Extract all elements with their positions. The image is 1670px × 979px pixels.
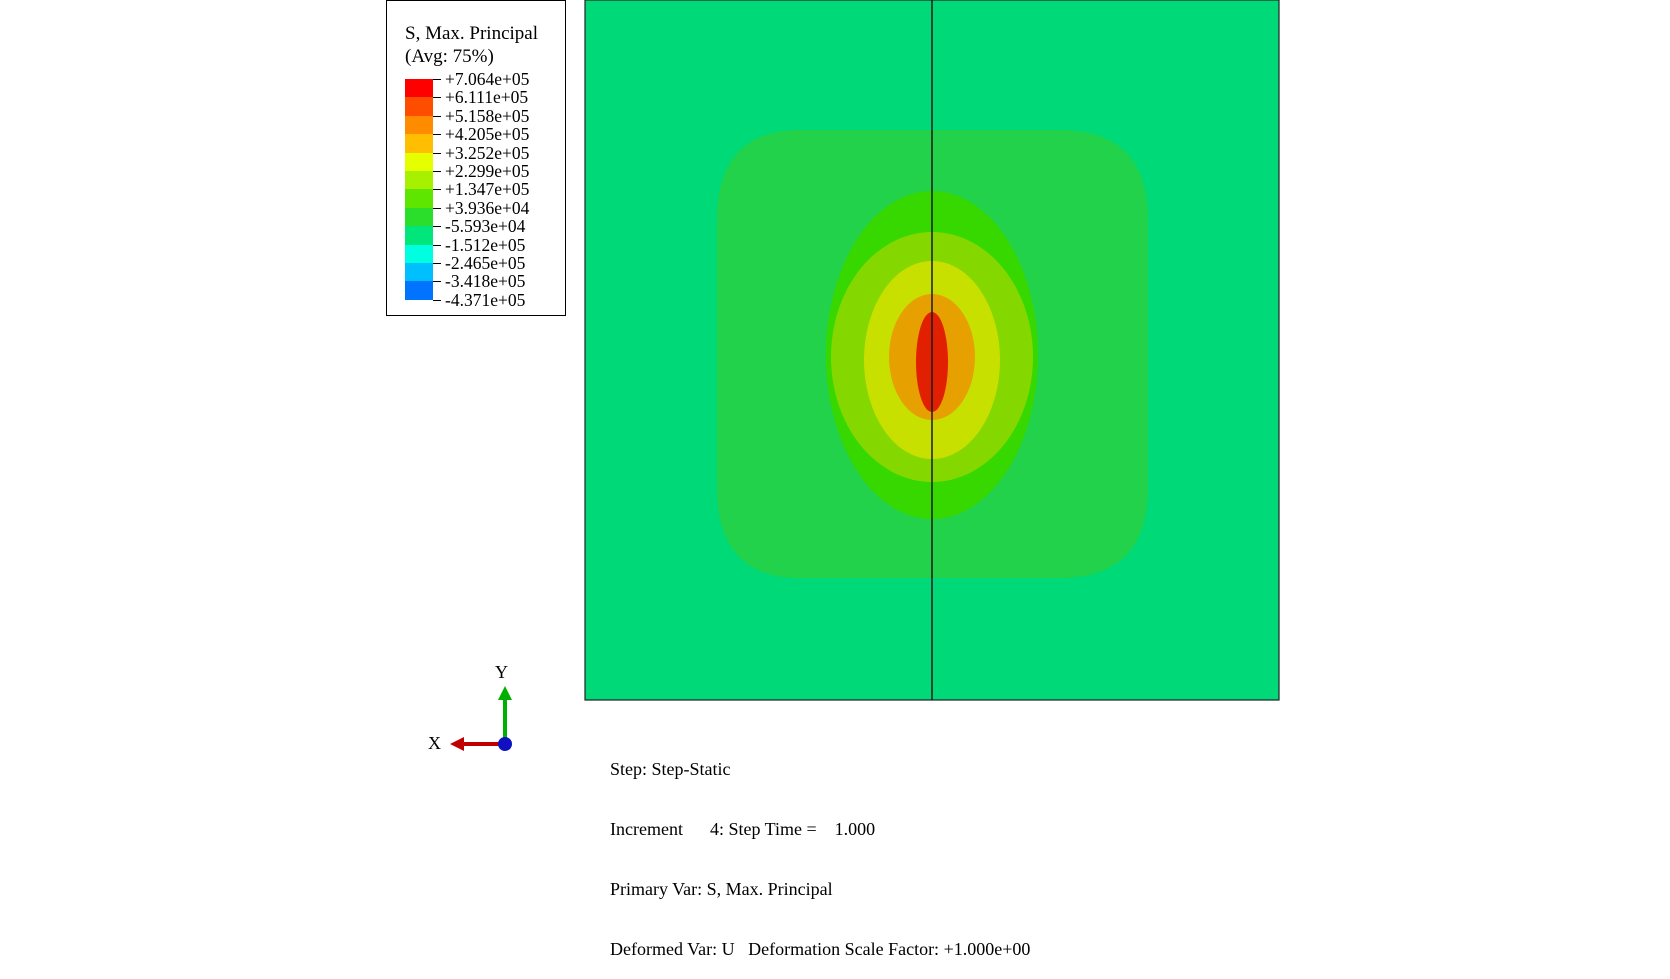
legend-swatch [405, 281, 433, 300]
legend-value-label: +6.111e+05 [445, 87, 529, 108]
legend-tick [433, 299, 441, 301]
legend-value-label: -2.465e+05 [445, 253, 526, 273]
info-step: Step: Step-Static [610, 759, 731, 779]
legend-swatch [405, 97, 433, 116]
legend-value-label: -3.418e+05 [445, 271, 526, 292]
legend-swatch [405, 79, 433, 98]
legend-tick [433, 226, 441, 228]
legend-color-bar [405, 79, 433, 300]
triad-z-axis-dot [498, 737, 512, 751]
legend-tick [433, 79, 441, 80]
info-deformed-var: Deformed Var: U Deformation Scale Factor… [610, 939, 1031, 959]
legend-title-line1: S, Max. Principal [405, 23, 538, 44]
legend-tick [433, 189, 441, 191]
info-increment: Increment 4: Step Time = 1.000 [610, 819, 876, 839]
legend-value-label: -4.371e+05 [445, 289, 526, 310]
legend-value-label: -5.593e+04 [445, 216, 526, 237]
legend-tick [433, 97, 441, 99]
legend-swatch [405, 189, 433, 208]
legend-value-label: +5.158e+05 [445, 105, 530, 126]
legend-tick [433, 152, 441, 154]
legend-swatch [405, 170, 433, 190]
model-outline [584, 0, 1280, 701]
legend-value-label: +4.205e+05 [445, 124, 530, 145]
legend-swatch [405, 226, 433, 245]
legend-tick [433, 134, 441, 136]
legend-swatch [405, 244, 433, 263]
legend-title-line2: (Avg: 75%) [405, 46, 494, 67]
legend-value-label: +3.936e+04 [445, 197, 530, 218]
legend-swatch [405, 207, 433, 227]
legend-tick [433, 281, 441, 283]
contour-viewport[interactable] [0, 0, 1670, 799]
legend-tick [433, 244, 441, 246]
legend-swatch [405, 134, 433, 153]
triad-x-label: X [428, 733, 441, 753]
legend-value-label: +3.252e+05 [445, 142, 530, 163]
legend-value-label: -1.512e+05 [445, 234, 526, 255]
legend-tick [433, 115, 441, 117]
legend-value-label: +1.347e+05 [445, 179, 530, 200]
triad-x-arrowhead [450, 737, 464, 751]
legend-title: S, Max. Principal (Avg: 75%) [405, 22, 538, 68]
legend-tick [433, 263, 441, 264]
legend-swatch [405, 152, 433, 171]
info-primary-var: Primary Var: S, Max. Principal [610, 879, 833, 899]
legend-swatch [405, 262, 433, 282]
triad-y-arrowhead [498, 686, 512, 700]
legend-value-label: +2.299e+05 [445, 161, 530, 181]
legend-swatch [405, 115, 433, 135]
contour-legend: S, Max. Principal (Avg: 75%) +7.064e+05 +… [386, 0, 566, 316]
legend-value-label: +7.064e+05 [445, 69, 530, 89]
legend-tick [433, 171, 441, 172]
axis-triad: Y X [428, 662, 512, 753]
step-info-block: Step: Step-Static Increment 4: Step Time… [610, 719, 1030, 979]
triad-y-label: Y [495, 662, 508, 682]
legend-tick [433, 207, 441, 209]
